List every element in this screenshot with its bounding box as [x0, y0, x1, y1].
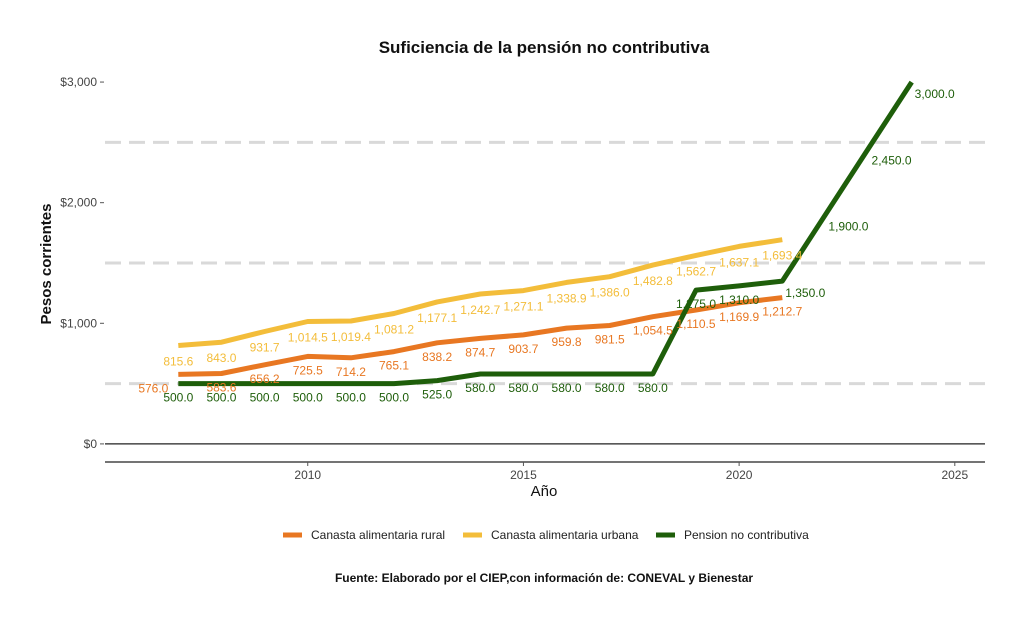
legend-label: Canasta alimentaria rural	[311, 528, 445, 542]
legend-label: Canasta alimentaria urbana	[491, 528, 639, 542]
x-tick-label: 2025	[941, 468, 968, 482]
grid-layer	[105, 140, 985, 386]
y-tick-label: $2,000	[60, 196, 97, 210]
data-label: 959.8	[552, 335, 582, 349]
data-label: 903.7	[508, 342, 538, 356]
data-label: 1,169.9	[719, 310, 759, 324]
data-label: 1,019.4	[331, 330, 371, 344]
data-label: 525.0	[422, 388, 452, 402]
y-tick-label: $0	[84, 437, 98, 451]
data-label: 1,350.0	[785, 286, 825, 300]
data-label: 1,242.7	[460, 303, 500, 317]
data-label: 656.2	[250, 372, 280, 386]
series-line	[178, 237, 783, 348]
data-label: 714.2	[336, 365, 366, 379]
data-label: 1,177.1	[417, 311, 457, 325]
data-label: 765.1	[379, 359, 409, 373]
y-axis-title: Pesos corrientes	[38, 204, 55, 325]
x-tick-label: 2010	[294, 468, 321, 482]
data-label: 1,386.0	[590, 286, 630, 300]
data-label: 576.0	[138, 381, 168, 395]
data-label: 500.0	[293, 391, 323, 405]
data-label: 1,110.5	[676, 317, 715, 331]
data-label: 1,482.8	[633, 274, 673, 288]
legend: Canasta alimentaria rural Canasta aliment…	[283, 528, 809, 542]
series-line	[178, 80, 914, 387]
data-label: 1,271.1	[503, 300, 543, 314]
data-label: 1,081.2	[374, 322, 414, 336]
data-label: 981.5	[595, 333, 625, 347]
data-label: 580.0	[595, 381, 625, 395]
data-label: 2,450.0	[872, 153, 912, 167]
data-label: 580.0	[465, 381, 495, 395]
x-tick-label: 2015	[510, 468, 537, 482]
data-label: 1,562.7	[676, 264, 716, 278]
data-label: 815.6	[163, 355, 193, 369]
data-label: 1,310.0	[719, 293, 759, 307]
x-tick-label: 2020	[726, 468, 753, 482]
y-tick-label: $3,000	[60, 75, 97, 89]
data-label: 843.0	[206, 351, 236, 365]
legend-label: Pension no contributiva	[684, 528, 809, 542]
data-label: 500.0	[250, 391, 280, 405]
data-label: 580.0	[552, 381, 582, 395]
data-label: 874.7	[465, 345, 495, 359]
data-label: 725.5	[293, 363, 323, 377]
series-line	[178, 295, 783, 377]
data-label: 500.0	[163, 391, 193, 405]
data-label: 838.2	[422, 350, 452, 364]
data-label: 931.7	[250, 341, 280, 355]
data-label: 500.0	[206, 391, 236, 405]
data-label: 500.0	[336, 391, 366, 405]
data-label: 1,693.4	[762, 249, 802, 263]
label-layer: 576.0 583.6 656.2 725.5 714.2 765.1 838.2 874.7…	[138, 87, 955, 405]
series-layer	[178, 80, 914, 387]
data-label: 500.0	[379, 391, 409, 405]
axis-layer: $0 $1,000 $2,000 $3,000 2010 2015 2020 2025	[60, 75, 985, 482]
x-axis-title: Año	[531, 483, 558, 500]
source-note: Fuente: Elaborado por el CIEP,con inform…	[335, 571, 753, 585]
data-label: 1,054.5	[633, 324, 673, 338]
data-label: 1,014.5	[288, 331, 328, 345]
data-label: 1,212.7	[762, 305, 802, 319]
data-label: 1,637.1	[719, 255, 759, 269]
data-label: 1,275.0	[676, 297, 716, 311]
data-label: 583.6	[206, 381, 236, 395]
data-label: 3,000.0	[915, 87, 955, 101]
data-label: 580.0	[508, 381, 538, 395]
data-label: 1,900.0	[828, 220, 868, 234]
y-tick-label: $1,000	[60, 316, 97, 330]
chart-title: Suficiencia de la pensión no contributiv…	[379, 38, 710, 57]
data-label: 1,338.9	[547, 291, 587, 305]
data-label: 580.0	[638, 381, 668, 395]
